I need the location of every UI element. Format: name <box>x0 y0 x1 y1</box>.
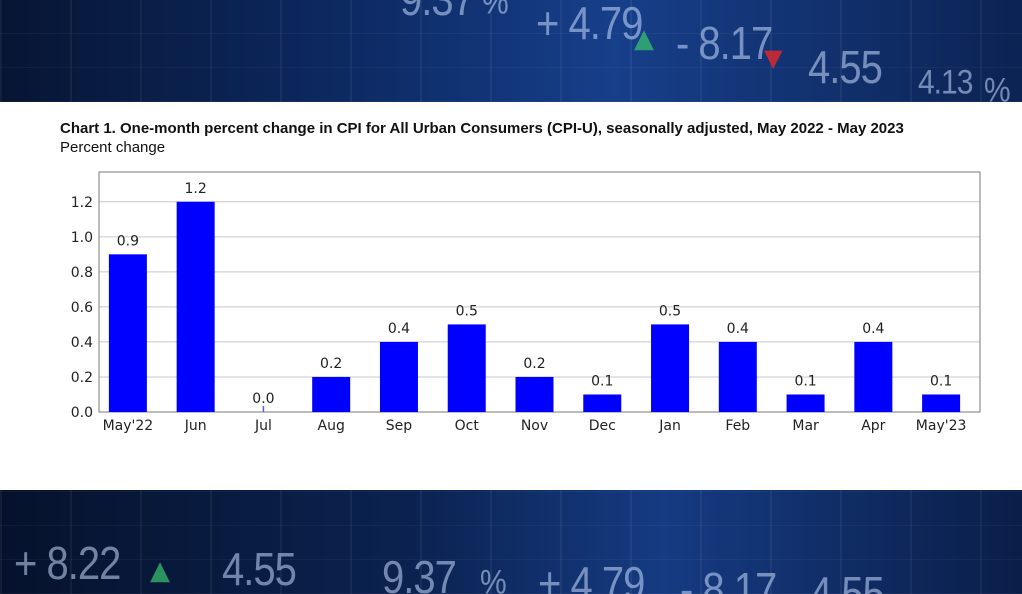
arrow-up-icon: ▲ <box>634 24 654 54</box>
ticker-value: 9.37 <box>382 552 457 594</box>
data-label: 0.0 <box>252 391 274 407</box>
y-tick-label: 1.2 <box>71 195 93 211</box>
ticker-value: % <box>480 563 507 594</box>
bar <box>447 324 486 412</box>
y-axis-label: Percent change <box>60 139 166 156</box>
y-tick-label: 0.4 <box>71 335 93 351</box>
x-tick-label: Aug <box>318 418 345 434</box>
data-label: 0.1 <box>794 373 816 389</box>
x-tick-label: Jan <box>658 418 681 434</box>
y-tick-label: 1.0 <box>71 230 93 246</box>
bar <box>786 394 825 412</box>
data-label: 0.5 <box>456 303 478 319</box>
ticker-value: 4.13 <box>918 63 973 102</box>
bar <box>312 376 351 412</box>
ticker-value: 4.55 <box>222 544 297 594</box>
arrow-down-icon: ▼ <box>764 44 783 72</box>
bar <box>583 394 622 412</box>
data-label: 1.2 <box>185 181 207 197</box>
x-tick-label: May'22 <box>103 418 154 434</box>
ticker-value: 4.55 <box>808 42 883 94</box>
background-bottom-band: + 8.22 ▲ 4.55 9.37 % + 4.79 - 8.17 4.55 <box>0 490 1022 594</box>
data-label: 0.1 <box>591 373 613 389</box>
ticker-value: 9.37 <box>400 0 475 26</box>
bar <box>108 254 147 412</box>
background-grid <box>0 0 1022 102</box>
data-label: 0.2 <box>320 356 342 372</box>
y-tick-label: 0.0 <box>71 405 93 421</box>
data-label: 0.1 <box>930 373 952 389</box>
x-tick-label: May'23 <box>916 418 967 434</box>
ticker-value: + 4.79 <box>538 558 645 594</box>
ticker-value: % <box>482 0 509 22</box>
background-grid <box>0 490 1022 594</box>
ticker-value: - 8.17 <box>680 564 777 594</box>
y-tick-label: 0.2 <box>71 370 93 386</box>
data-label: 0.4 <box>388 321 410 337</box>
data-label: 0.5 <box>659 303 681 319</box>
bar <box>379 341 418 412</box>
x-tick-label: Oct <box>455 418 480 434</box>
x-tick-label: Nov <box>521 418 548 434</box>
bar-chart: 0.0 0.2 0.4 0.6 0.8 1.0 1.2 0.9 May'22 1.2 Jun 0.0 J… <box>71 171 981 434</box>
data-label: 0.4 <box>727 321 749 337</box>
ticker-value: - 8.17 <box>676 18 773 70</box>
x-tick-label: Sep <box>386 418 413 434</box>
bar <box>718 341 757 412</box>
bar <box>854 341 893 412</box>
bar <box>651 324 690 412</box>
x-tick-label: Jul <box>254 418 272 434</box>
ticker-value: % <box>984 71 1011 102</box>
plot-frame <box>98 171 981 413</box>
y-tick-label: 0.8 <box>71 265 93 281</box>
ticker-value: + 8.22 <box>14 538 121 590</box>
x-tick-label: Jun <box>184 418 207 434</box>
data-label: 0.9 <box>117 233 139 249</box>
x-tick-label: Dec <box>589 418 616 434</box>
x-tick-label: Mar <box>792 418 819 434</box>
data-label: 0.4 <box>862 321 884 337</box>
ticker-value: + 4.79 <box>536 0 643 50</box>
x-tick-label: Apr <box>861 418 885 434</box>
background-top-band: 9.37 % + 4.79 ▲ - 8.17 ▼ 4.55 4.13 % <box>0 0 1022 102</box>
bar <box>176 201 215 412</box>
chart-panel: Chart 1. One-month percent change in CPI… <box>0 102 1022 490</box>
bar <box>515 376 554 412</box>
ticker-value: 4.55 <box>810 568 885 594</box>
data-label: 0.2 <box>523 356 545 372</box>
chart-title: Chart 1. One-month percent change in CPI… <box>60 120 904 137</box>
arrow-up-icon: ▲ <box>150 556 170 586</box>
x-tick-label: Feb <box>725 418 750 434</box>
bar <box>922 394 961 412</box>
y-tick-label: 0.6 <box>71 300 93 316</box>
